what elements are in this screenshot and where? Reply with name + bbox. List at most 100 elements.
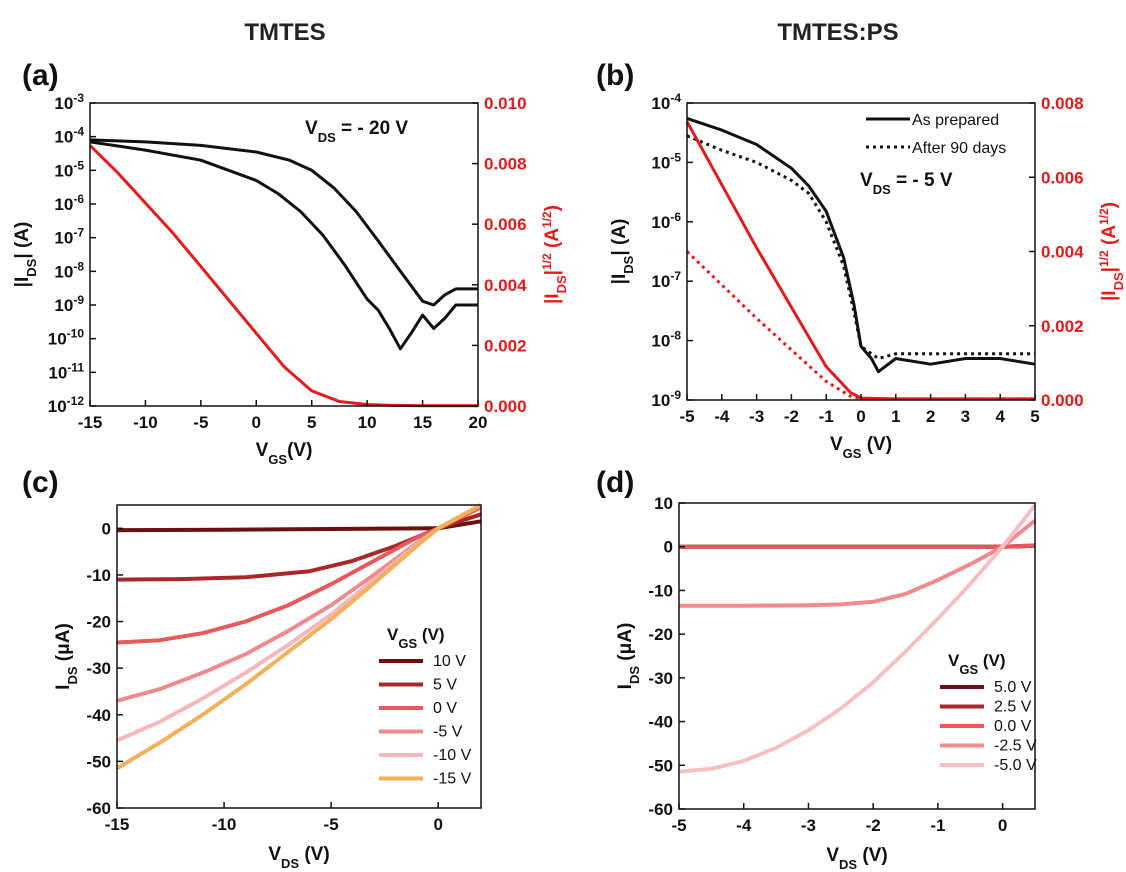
y-tick-label: 10-7 bbox=[54, 226, 84, 248]
x-tick-label: -5 bbox=[324, 815, 339, 834]
y-tick-label: -60 bbox=[86, 799, 111, 818]
y-tick-label: 10-12 bbox=[48, 394, 85, 416]
series-line-2 bbox=[88, 144, 478, 408]
y-tick-label: 10-6 bbox=[54, 192, 84, 214]
x-tick-label: -4 bbox=[736, 816, 752, 835]
right-column-title: TMTES:PS bbox=[777, 19, 898, 46]
y-tick-label: 10-10 bbox=[48, 327, 85, 349]
y2-tick-label: 0.006 bbox=[1041, 168, 1084, 187]
y2-tick-label: 0.008 bbox=[1041, 94, 1084, 113]
panel-label: (c) bbox=[22, 466, 59, 499]
y-axis-label: |IDS| (A) bbox=[609, 219, 636, 285]
y2-axis-label: |IDS|1/2 (A1/2) bbox=[540, 205, 569, 304]
x-tick-label: -1 bbox=[930, 816, 945, 835]
legend-label: 0.0 V bbox=[994, 718, 1032, 735]
y-tick-label: -20 bbox=[648, 625, 673, 644]
legend-label: -10 V bbox=[433, 747, 472, 764]
y-tick-label: 10-9 bbox=[651, 388, 681, 410]
panel-b: (b) -5 -4 -3 -2 -1 0 1 2 3 4 5 10-9 10-8 10-7 10-6 10-5 1… bbox=[596, 59, 1126, 461]
plot-frame bbox=[678, 502, 1036, 810]
y2-tick-label: 0.004 bbox=[1041, 243, 1084, 262]
series-line-1 bbox=[116, 512, 482, 582]
legend-label: -5 V bbox=[433, 724, 463, 741]
legend-label: 5 V bbox=[433, 677, 457, 694]
x-tick-label: -2 bbox=[784, 407, 799, 426]
y-tick-label: -10 bbox=[648, 581, 673, 600]
y-tick-label: 10-3 bbox=[54, 91, 84, 113]
x-tick-label: 10 bbox=[358, 413, 377, 432]
x-axis-label: VGS (V) bbox=[830, 434, 892, 461]
x-tick-label: 4 bbox=[995, 407, 1005, 426]
x-tick-label: -2 bbox=[866, 816, 881, 835]
x-tick-label: 0 bbox=[433, 815, 442, 834]
y-tick-label: 0 bbox=[102, 519, 111, 538]
series-line-4 bbox=[678, 503, 1037, 774]
series-line-2 bbox=[116, 505, 482, 645]
series-line-1 bbox=[686, 134, 1035, 360]
x-tick-label: -5 bbox=[671, 816, 686, 835]
series-line-0 bbox=[686, 116, 1036, 374]
x-tick-label: -1 bbox=[819, 407, 834, 426]
legend-title: VGS (V) bbox=[387, 625, 445, 651]
x-tick-label: 5 bbox=[1030, 407, 1039, 426]
legend-label: 0 V bbox=[433, 700, 457, 717]
legend-label: 2.5 V bbox=[994, 699, 1032, 716]
x-tick-label: -15 bbox=[105, 815, 130, 834]
x-tick-label: 0 bbox=[252, 413, 261, 432]
y-tick-label: -30 bbox=[648, 669, 673, 688]
series-line-2 bbox=[679, 543, 1036, 549]
y-tick-label: -40 bbox=[86, 706, 111, 725]
x-tick-label: -4 bbox=[714, 407, 730, 426]
y-axis-label: |IDS| (A) bbox=[12, 222, 39, 288]
plot-frame bbox=[89, 102, 479, 407]
x-tick-label: -5 bbox=[679, 407, 694, 426]
y2-tick-label: 0.002 bbox=[484, 336, 527, 355]
panel-a: (a) -15 -10 -5 0 5 10 15 20 10-12 10-11 10-10 10-9 10… bbox=[12, 59, 569, 467]
x-axis-label: VDS (V) bbox=[826, 845, 887, 872]
vds-annotation: VDS = - 20 V bbox=[305, 118, 408, 145]
y-axis-label: IDS (μA) bbox=[615, 623, 642, 690]
y-tick-label: 10-4 bbox=[651, 91, 681, 113]
y-tick-label: 10-11 bbox=[48, 360, 84, 382]
legend-label: As prepared bbox=[912, 112, 999, 129]
y-tick-label: 10-8 bbox=[54, 259, 84, 281]
legend-label: 5.0 V bbox=[994, 679, 1032, 696]
series-line-3 bbox=[685, 250, 1035, 401]
y-tick-label: 10 bbox=[654, 494, 673, 513]
legend-label: -2.5 V bbox=[994, 738, 1037, 755]
plot-frame bbox=[116, 504, 482, 809]
series-line-5 bbox=[115, 503, 482, 771]
x-axis-label: VDS (V) bbox=[268, 844, 329, 871]
x-tick-label: 0 bbox=[998, 816, 1007, 835]
y2-tick-label: 0.004 bbox=[484, 276, 527, 295]
x-tick-label: 0 bbox=[856, 407, 865, 426]
y-tick-label: 10-7 bbox=[651, 269, 681, 291]
series-line-1 bbox=[89, 140, 478, 351]
vds-annotation: VDS = - 5 V bbox=[860, 170, 953, 197]
y-tick-label: 10-6 bbox=[651, 210, 681, 232]
series-line-0 bbox=[116, 519, 482, 533]
y-tick-label: -30 bbox=[86, 659, 111, 678]
y2-tick-label: 0.008 bbox=[484, 155, 527, 174]
legend-label: -5.0 V bbox=[994, 757, 1037, 774]
panel-label: (b) bbox=[596, 59, 634, 92]
y-tick-label: -20 bbox=[86, 613, 111, 632]
y2-tick-label: 0.000 bbox=[1041, 391, 1084, 410]
left-column-title: TMTES bbox=[244, 19, 325, 46]
y2-tick-label: 0.002 bbox=[1041, 317, 1084, 336]
y2-tick-label: 0.010 bbox=[484, 94, 527, 113]
y-tick-label: -40 bbox=[648, 713, 673, 732]
y-tick-label: 10-5 bbox=[54, 158, 84, 180]
y-tick-label: -10 bbox=[86, 566, 111, 585]
y2-tick-label: 0.000 bbox=[484, 397, 527, 416]
series-line-3 bbox=[679, 518, 1037, 608]
legend-label: -15 V bbox=[433, 771, 472, 788]
legend-label: After 90 days bbox=[912, 140, 1006, 157]
x-tick-label: 3 bbox=[961, 407, 970, 426]
y2-tick-label: 0.006 bbox=[484, 215, 527, 234]
legend-label: 10 V bbox=[433, 653, 466, 670]
x-tick-label: -10 bbox=[212, 815, 237, 834]
